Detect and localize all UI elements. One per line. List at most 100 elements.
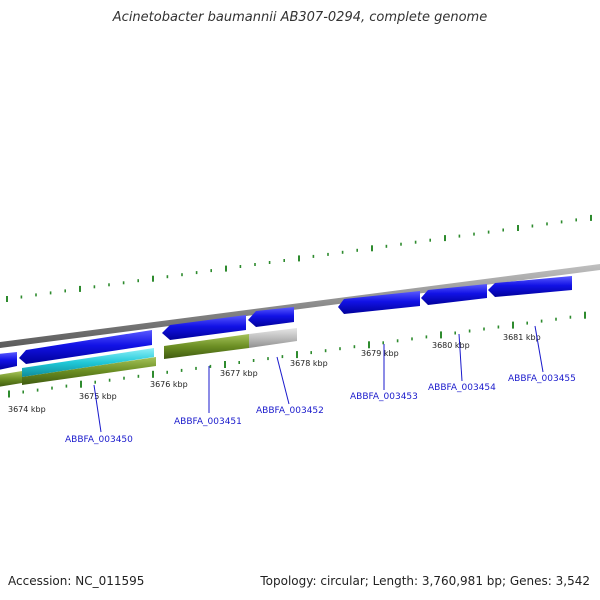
inner-major-tick <box>152 370 154 378</box>
cds-feature-3453 <box>338 291 420 314</box>
outer-minor-tick <box>49 291 52 295</box>
inner-minor-tick <box>555 317 557 321</box>
inner-major-tick <box>368 341 370 349</box>
inner-minor-tick <box>36 388 39 392</box>
kbp-label-3676: 3676 kbp <box>150 380 188 389</box>
inner-minor-tick <box>281 355 284 359</box>
kbp-label-3681: 3681 kbp <box>503 333 541 342</box>
cds-feature-3450 <box>19 330 152 364</box>
kbp-label-3680: 3680 kbp <box>432 341 470 350</box>
inner-major-tick <box>584 311 586 319</box>
outer-minor-tick <box>341 250 344 254</box>
inner-minor-tick <box>137 374 140 378</box>
inner-minor-tick <box>454 331 456 335</box>
kbp-label-3674: 3674 kbp <box>8 405 46 414</box>
inner-minor-tick <box>324 349 327 353</box>
inner-major-tick <box>224 361 226 368</box>
genome-info-text: Topology: circular; Length: 3,760,981 bp… <box>260 574 590 588</box>
gene-label-3454[interactable]: ABBFA_003454 <box>428 383 496 393</box>
inner-minor-tick <box>483 327 485 331</box>
outer-major-tick <box>517 225 519 231</box>
outer-minor-tick <box>239 265 242 268</box>
outer-minor-tick <box>327 252 329 256</box>
outer-minor-tick <box>166 275 169 279</box>
inner-minor-tick <box>209 364 212 368</box>
outer-major-tick <box>371 245 373 252</box>
outer-minor-tick <box>487 230 490 234</box>
outer-minor-tick <box>254 263 256 266</box>
leader-line-3450 <box>93 384 102 433</box>
inner-minor-tick <box>51 386 53 390</box>
leader-line-3455 <box>534 325 544 373</box>
outer-minor-tick <box>385 244 388 248</box>
inner-minor-tick <box>526 321 528 325</box>
inner-minor-tick <box>238 361 240 364</box>
gene-label-3451[interactable]: ABBFA_003451 <box>174 417 242 427</box>
cds-feature-3452 <box>248 307 294 327</box>
inner-minor-tick <box>108 378 111 382</box>
kbp-label-3678: 3678 kbp <box>290 359 328 368</box>
outer-minor-tick <box>312 254 315 258</box>
inner-minor-tick <box>310 351 312 355</box>
kbp-label-3675: 3675 kbp <box>79 392 117 401</box>
kbp-label-3677: 3677 kbp <box>220 369 258 378</box>
inner-minor-tick <box>569 315 572 319</box>
outer-minor-tick <box>20 295 23 299</box>
rna-feature-3450 <box>22 357 156 385</box>
inner-major-tick <box>80 380 82 388</box>
outer-minor-tick <box>108 283 110 287</box>
gene-label-3452[interactable]: ABBFA_003452 <box>256 406 324 416</box>
cds-feature-3450-left <box>0 352 17 370</box>
outer-minor-tick <box>93 285 96 289</box>
inner-minor-tick <box>497 325 500 329</box>
outer-major-tick <box>6 296 8 302</box>
outer-minor-tick <box>122 281 125 285</box>
outer-major-tick <box>225 265 227 272</box>
outer-major-tick <box>79 285 81 292</box>
inner-minor-tick <box>22 390 24 394</box>
inner-minor-tick <box>468 329 471 333</box>
outer-minor-tick <box>35 293 37 297</box>
inner-minor-tick <box>339 347 341 351</box>
outer-minor-tick <box>560 220 563 224</box>
outer-minor-tick <box>356 248 358 252</box>
outer-minor-tick <box>210 269 212 273</box>
inner-minor-tick <box>267 357 269 361</box>
gene-label-3453[interactable]: ABBFA_003453 <box>350 392 418 402</box>
inner-major-tick <box>512 321 514 329</box>
accession-text: Accession: NC_011595 <box>8 574 145 588</box>
misc-feature-3450-cyan <box>22 348 154 377</box>
outer-minor-tick <box>64 289 66 293</box>
outer-minor-tick <box>137 279 139 283</box>
inner-major-tick <box>296 351 298 359</box>
outer-minor-tick <box>268 261 271 264</box>
rna-feature-3451 <box>164 334 249 359</box>
gene-label-3455[interactable]: ABBFA_003455 <box>508 374 576 384</box>
outer-minor-tick <box>458 234 461 238</box>
outer-minor-tick <box>429 238 431 242</box>
leader-line-3452 <box>276 356 290 405</box>
rna-feature-3450-left <box>0 371 22 387</box>
inner-minor-tick <box>166 370 168 374</box>
genome-backbone <box>0 264 600 348</box>
cds-feature-3451 <box>162 315 246 340</box>
cds-feature-3455 <box>488 276 572 297</box>
outer-minor-tick <box>531 224 534 228</box>
gene-label-3450[interactable]: ABBFA_003450 <box>65 435 133 445</box>
kbp-label-3679: 3679 kbp <box>361 349 399 358</box>
outer-minor-tick <box>195 271 198 275</box>
inner-minor-tick <box>65 384 68 388</box>
inner-minor-tick <box>382 341 384 345</box>
inner-minor-tick <box>252 359 255 362</box>
outer-tick-ring <box>6 214 592 302</box>
inner-major-tick <box>440 331 442 339</box>
outer-minor-tick <box>181 273 183 277</box>
outer-minor-tick <box>546 222 548 226</box>
outer-minor-tick <box>575 218 577 222</box>
leader-line-3454 <box>458 333 463 382</box>
gene-feature-3452-gray <box>249 328 297 348</box>
outer-minor-tick <box>414 240 417 244</box>
inner-minor-tick <box>353 345 356 349</box>
outer-major-tick <box>298 255 300 262</box>
